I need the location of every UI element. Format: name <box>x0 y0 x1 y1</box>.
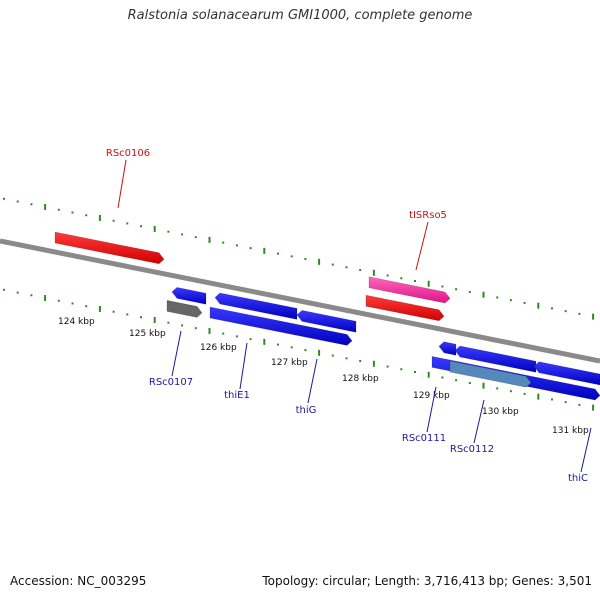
leader-line <box>426 386 437 433</box>
scale-label: 124 kbp <box>58 317 95 327</box>
gene-label[interactable]: thiC <box>568 473 588 484</box>
scale-label: 129 kbp <box>413 391 450 401</box>
gene-thic-upper-feature[interactable] <box>533 361 600 386</box>
gene-label[interactable]: thiE1 <box>224 390 250 401</box>
gene-rsc0107-upper-feature[interactable] <box>171 287 207 305</box>
gene-rna-feature[interactable] <box>365 294 445 322</box>
feature-layer[interactable] <box>54 231 600 401</box>
genome-summary-text: Topology: circular; Length: 3,716,413 bp… <box>262 574 592 588</box>
gene-label[interactable]: tISRso5 <box>409 210 447 221</box>
gene-thig-upper-feature[interactable] <box>296 310 357 333</box>
scale-label: 128 kbp <box>342 374 379 384</box>
leader-line <box>580 427 592 473</box>
gene-rsc0112-highlight-feature[interactable] <box>449 360 532 388</box>
accession-text: Accession: NC_003295 <box>10 574 147 588</box>
tick-track-lower <box>3 288 595 411</box>
label-layer: 124 kbp 125 kbp 126 kbp 127 kbp 128 kbp 129 k… <box>58 148 592 484</box>
gene-rsc0112-upper-feature[interactable] <box>454 345 537 373</box>
genome-backbone <box>0 238 600 364</box>
gene-label[interactable]: RSc0112 <box>450 444 494 455</box>
leader-line <box>473 399 485 444</box>
gene-thig-lower-feature[interactable] <box>209 306 353 346</box>
leader-line <box>117 159 127 209</box>
scale-label: 130 kbp <box>482 407 519 417</box>
gene-thie1-feature[interactable] <box>214 292 298 320</box>
leader-line <box>415 221 429 271</box>
gene-label[interactable]: RSc0111 <box>402 433 446 444</box>
scale-label: 126 kbp <box>200 343 237 353</box>
scale-label: 127 kbp <box>271 358 308 368</box>
gene-label[interactable]: thiG <box>296 405 317 416</box>
tick-track-upper <box>3 197 595 320</box>
scale-label: 131 kbp <box>552 426 589 436</box>
gene-rsc0107-pseudo-feature[interactable] <box>166 300 203 318</box>
gene-tisrso5-feature[interactable] <box>368 276 451 304</box>
gene-rsc0106-feature[interactable] <box>54 231 165 265</box>
leader-line <box>239 342 248 390</box>
gene-label[interactable]: RSc0107 <box>149 377 193 388</box>
gene-label[interactable]: RSc0106 <box>106 148 150 159</box>
leader-line <box>171 330 182 377</box>
scale-label: 125 kbp <box>129 329 166 339</box>
leader-line <box>307 358 318 404</box>
gene-rsc0111-upper-feature[interactable] <box>438 341 457 356</box>
map-title: Ralstonia solanacearum GMI1000, complete… <box>127 8 473 23</box>
